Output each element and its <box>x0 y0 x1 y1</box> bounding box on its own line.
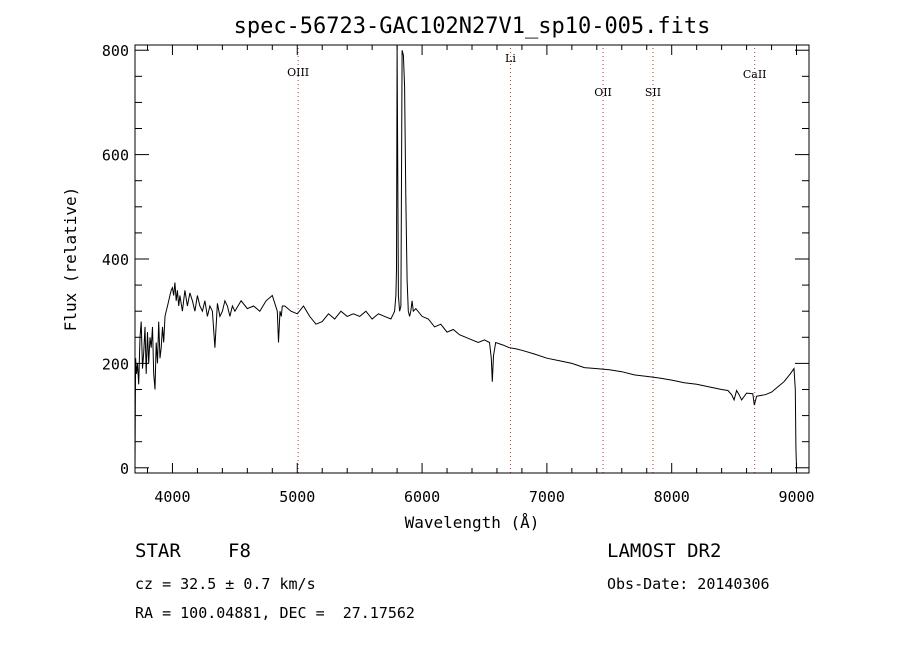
marker-label-oii: OII <box>594 86 612 99</box>
redshift-label: cz = 32.5 ± 0.7 km/s <box>135 575 316 593</box>
x-tick-label: 5000 <box>279 488 315 506</box>
plot-frame <box>134 44 810 474</box>
subclass-label: F8 <box>228 540 251 562</box>
survey-label: LAMOST DR2 <box>607 540 722 562</box>
y-tick-label: 200 <box>102 355 129 373</box>
marker-label-sii: SII <box>645 86 661 99</box>
x-tick-label: 6000 <box>404 488 440 506</box>
obs-date-label: Obs-Date: 20140306 <box>607 575 770 593</box>
y-tick-label: 400 <box>102 251 129 269</box>
marker-label-li: Li <box>505 52 516 65</box>
emission-line-markers: OIII Li OII SII CaII <box>287 48 767 473</box>
y-tick-label: 0 <box>120 460 129 478</box>
class-label: STAR <box>135 540 181 562</box>
axis-ticks: 4000 5000 6000 7000 8000 9000 0 200 400 600 800 <box>102 42 815 506</box>
x-tick-label: 4000 <box>154 488 190 506</box>
x-axis-label: Wavelength (Å) <box>405 513 540 532</box>
marker-label-caii: CaII <box>743 68 767 81</box>
y-tick-label: 800 <box>102 42 129 60</box>
marker-label-oiii: OIII <box>287 66 309 79</box>
y-tick-label: 600 <box>102 147 129 165</box>
coordinates-label: RA = 100.04881, DEC = 27.17562 <box>135 604 415 622</box>
x-tick-label: 8000 <box>654 488 690 506</box>
x-tick-label: 7000 <box>529 488 565 506</box>
y-axis-label: Flux (relative) <box>61 187 80 332</box>
chart-title: spec-56723-GAC102N27V1_sp10-005.fits <box>234 14 711 39</box>
spectrum-line <box>134 44 797 468</box>
x-tick-label: 9000 <box>778 488 814 506</box>
